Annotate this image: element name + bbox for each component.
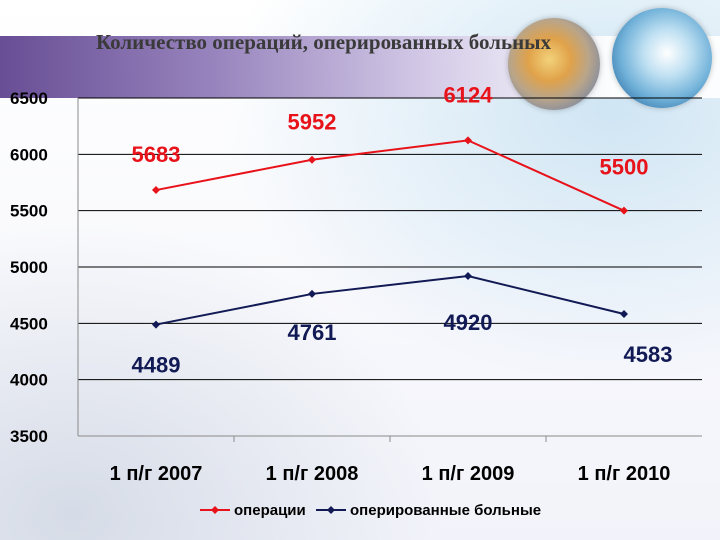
data-label: 5683 xyxy=(132,142,181,167)
x-tick-labels: 1 п/г 2007 1 п/г 2008 1 п/г 2009 1 п/г 2010 xyxy=(110,463,671,485)
y-tick-label: 4500 xyxy=(10,314,48,333)
x-tick-label: 1 п/г 2009 xyxy=(422,463,515,485)
data-label: 4583 xyxy=(624,342,673,367)
data-label: 4761 xyxy=(288,320,337,345)
legend-marker xyxy=(211,506,219,514)
y-tick-label: 4000 xyxy=(10,371,48,390)
data-labels: 5683 5952 6124 5500 4489 4761 4920 4583 xyxy=(132,82,673,377)
data-point xyxy=(464,136,472,145)
data-label: 4489 xyxy=(132,353,181,378)
series xyxy=(152,136,628,329)
data-point xyxy=(152,186,160,195)
legend: операции оперированные больные xyxy=(200,502,541,519)
series-line xyxy=(155,139,625,212)
data-point xyxy=(308,155,316,164)
y-tick-label: 6000 xyxy=(10,145,48,164)
data-label: 4920 xyxy=(444,310,493,335)
legend-entry: операции xyxy=(234,502,306,519)
series-line xyxy=(155,274,625,326)
data-point xyxy=(620,309,628,318)
y-tick-labels: 3500 4000 4500 5000 5500 6000 6500 xyxy=(10,89,48,446)
x-tick-label: 1 п/г 2007 xyxy=(110,463,203,485)
data-label: 6124 xyxy=(444,82,494,107)
y-tick-label: 3500 xyxy=(10,427,48,446)
x-tick-label: 1 п/г 2008 xyxy=(266,463,359,485)
data-point xyxy=(620,206,628,215)
legend-entry: оперированные больные xyxy=(350,502,541,519)
gridlines xyxy=(78,97,702,381)
data-label: 5952 xyxy=(288,110,337,135)
title-banner xyxy=(0,36,720,98)
data-point xyxy=(152,320,160,329)
y-tick-label: 5500 xyxy=(10,202,48,221)
data-label: 5500 xyxy=(600,155,649,180)
y-tick-label: 5000 xyxy=(10,258,48,277)
pills-photo xyxy=(508,18,600,110)
data-point xyxy=(308,289,316,298)
surgeon-photo xyxy=(612,8,712,108)
y-tick-label: 6500 xyxy=(10,89,48,108)
legend-marker xyxy=(327,506,335,514)
axes xyxy=(77,98,702,442)
x-tick-label: 1 п/г 2010 xyxy=(578,463,671,485)
data-point xyxy=(464,272,472,281)
chart-title: Количество операций, оперированных больн… xyxy=(96,30,552,54)
